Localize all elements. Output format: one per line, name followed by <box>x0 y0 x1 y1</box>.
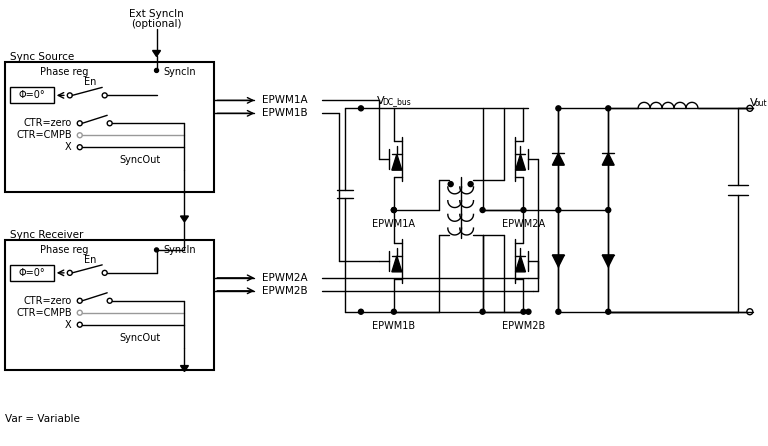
Text: EPWM1B: EPWM1B <box>372 321 415 330</box>
Text: En: En <box>84 255 96 265</box>
Polygon shape <box>180 366 188 372</box>
Circle shape <box>556 106 561 111</box>
Text: out: out <box>755 99 767 108</box>
Circle shape <box>392 207 396 213</box>
Text: V: V <box>750 99 757 108</box>
Text: SyncIn: SyncIn <box>163 245 196 255</box>
Circle shape <box>606 309 611 314</box>
Text: Phase reg: Phase reg <box>40 67 88 78</box>
Bar <box>10 87 54 103</box>
Circle shape <box>521 309 526 314</box>
Polygon shape <box>153 50 161 57</box>
Text: Φ=0°: Φ=0° <box>18 268 45 278</box>
Polygon shape <box>602 255 614 267</box>
Circle shape <box>606 106 611 111</box>
Polygon shape <box>552 153 564 165</box>
Text: EPWM2A: EPWM2A <box>262 273 308 283</box>
Text: CTR=CMPB: CTR=CMPB <box>16 130 71 140</box>
Text: CTR=zero: CTR=zero <box>24 296 71 306</box>
Polygon shape <box>392 256 402 272</box>
Circle shape <box>556 207 561 213</box>
Circle shape <box>556 309 561 314</box>
Circle shape <box>449 182 453 186</box>
Circle shape <box>392 309 396 314</box>
Text: CTR=zero: CTR=zero <box>24 118 71 128</box>
Text: Φ=0°: Φ=0° <box>18 91 45 100</box>
Circle shape <box>359 309 363 314</box>
Text: Sync Receiver: Sync Receiver <box>10 230 84 240</box>
Text: Var = Variable: Var = Variable <box>5 414 80 425</box>
Text: EPWM1B: EPWM1B <box>262 108 308 118</box>
Text: EPWM2B: EPWM2B <box>502 321 545 330</box>
Bar <box>10 265 54 281</box>
Circle shape <box>526 309 531 314</box>
Text: EPWM1A: EPWM1A <box>372 219 415 229</box>
Text: Sync Source: Sync Source <box>10 53 74 62</box>
Polygon shape <box>392 154 402 170</box>
Text: EPWM2B: EPWM2B <box>262 286 308 296</box>
Text: Ext SyncIn: Ext SyncIn <box>129 8 184 19</box>
Circle shape <box>154 68 158 72</box>
Circle shape <box>521 207 526 213</box>
Circle shape <box>606 207 611 213</box>
Text: SyncIn: SyncIn <box>163 67 196 78</box>
Text: (optional): (optional) <box>131 19 182 29</box>
Polygon shape <box>602 153 614 165</box>
Text: EPWM2A: EPWM2A <box>502 219 545 229</box>
Text: Phase reg: Phase reg <box>40 245 88 255</box>
Bar <box>5 62 214 192</box>
Polygon shape <box>552 255 564 267</box>
Text: CTR=CMPB: CTR=CMPB <box>16 308 71 318</box>
Text: X: X <box>65 320 71 330</box>
Text: EPWM1A: EPWM1A <box>262 95 308 105</box>
Text: SyncOut: SyncOut <box>119 333 161 343</box>
Circle shape <box>154 248 158 252</box>
Circle shape <box>392 207 396 213</box>
Circle shape <box>468 182 473 186</box>
Circle shape <box>480 207 485 213</box>
Text: X: X <box>65 142 71 152</box>
Circle shape <box>359 106 363 111</box>
Text: SyncOut: SyncOut <box>119 155 161 165</box>
Circle shape <box>480 309 485 314</box>
Text: En: En <box>84 78 96 87</box>
Text: V: V <box>377 96 385 106</box>
Polygon shape <box>515 256 525 272</box>
Polygon shape <box>180 216 188 222</box>
Polygon shape <box>515 154 525 170</box>
Text: DC_bus: DC_bus <box>382 97 411 106</box>
Bar <box>5 240 214 370</box>
